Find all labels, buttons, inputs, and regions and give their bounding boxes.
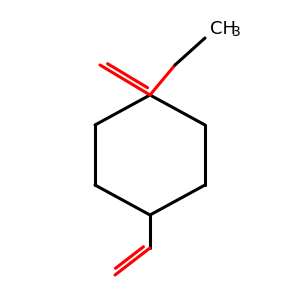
Text: CH: CH: [210, 20, 236, 38]
Text: 3: 3: [232, 25, 241, 39]
